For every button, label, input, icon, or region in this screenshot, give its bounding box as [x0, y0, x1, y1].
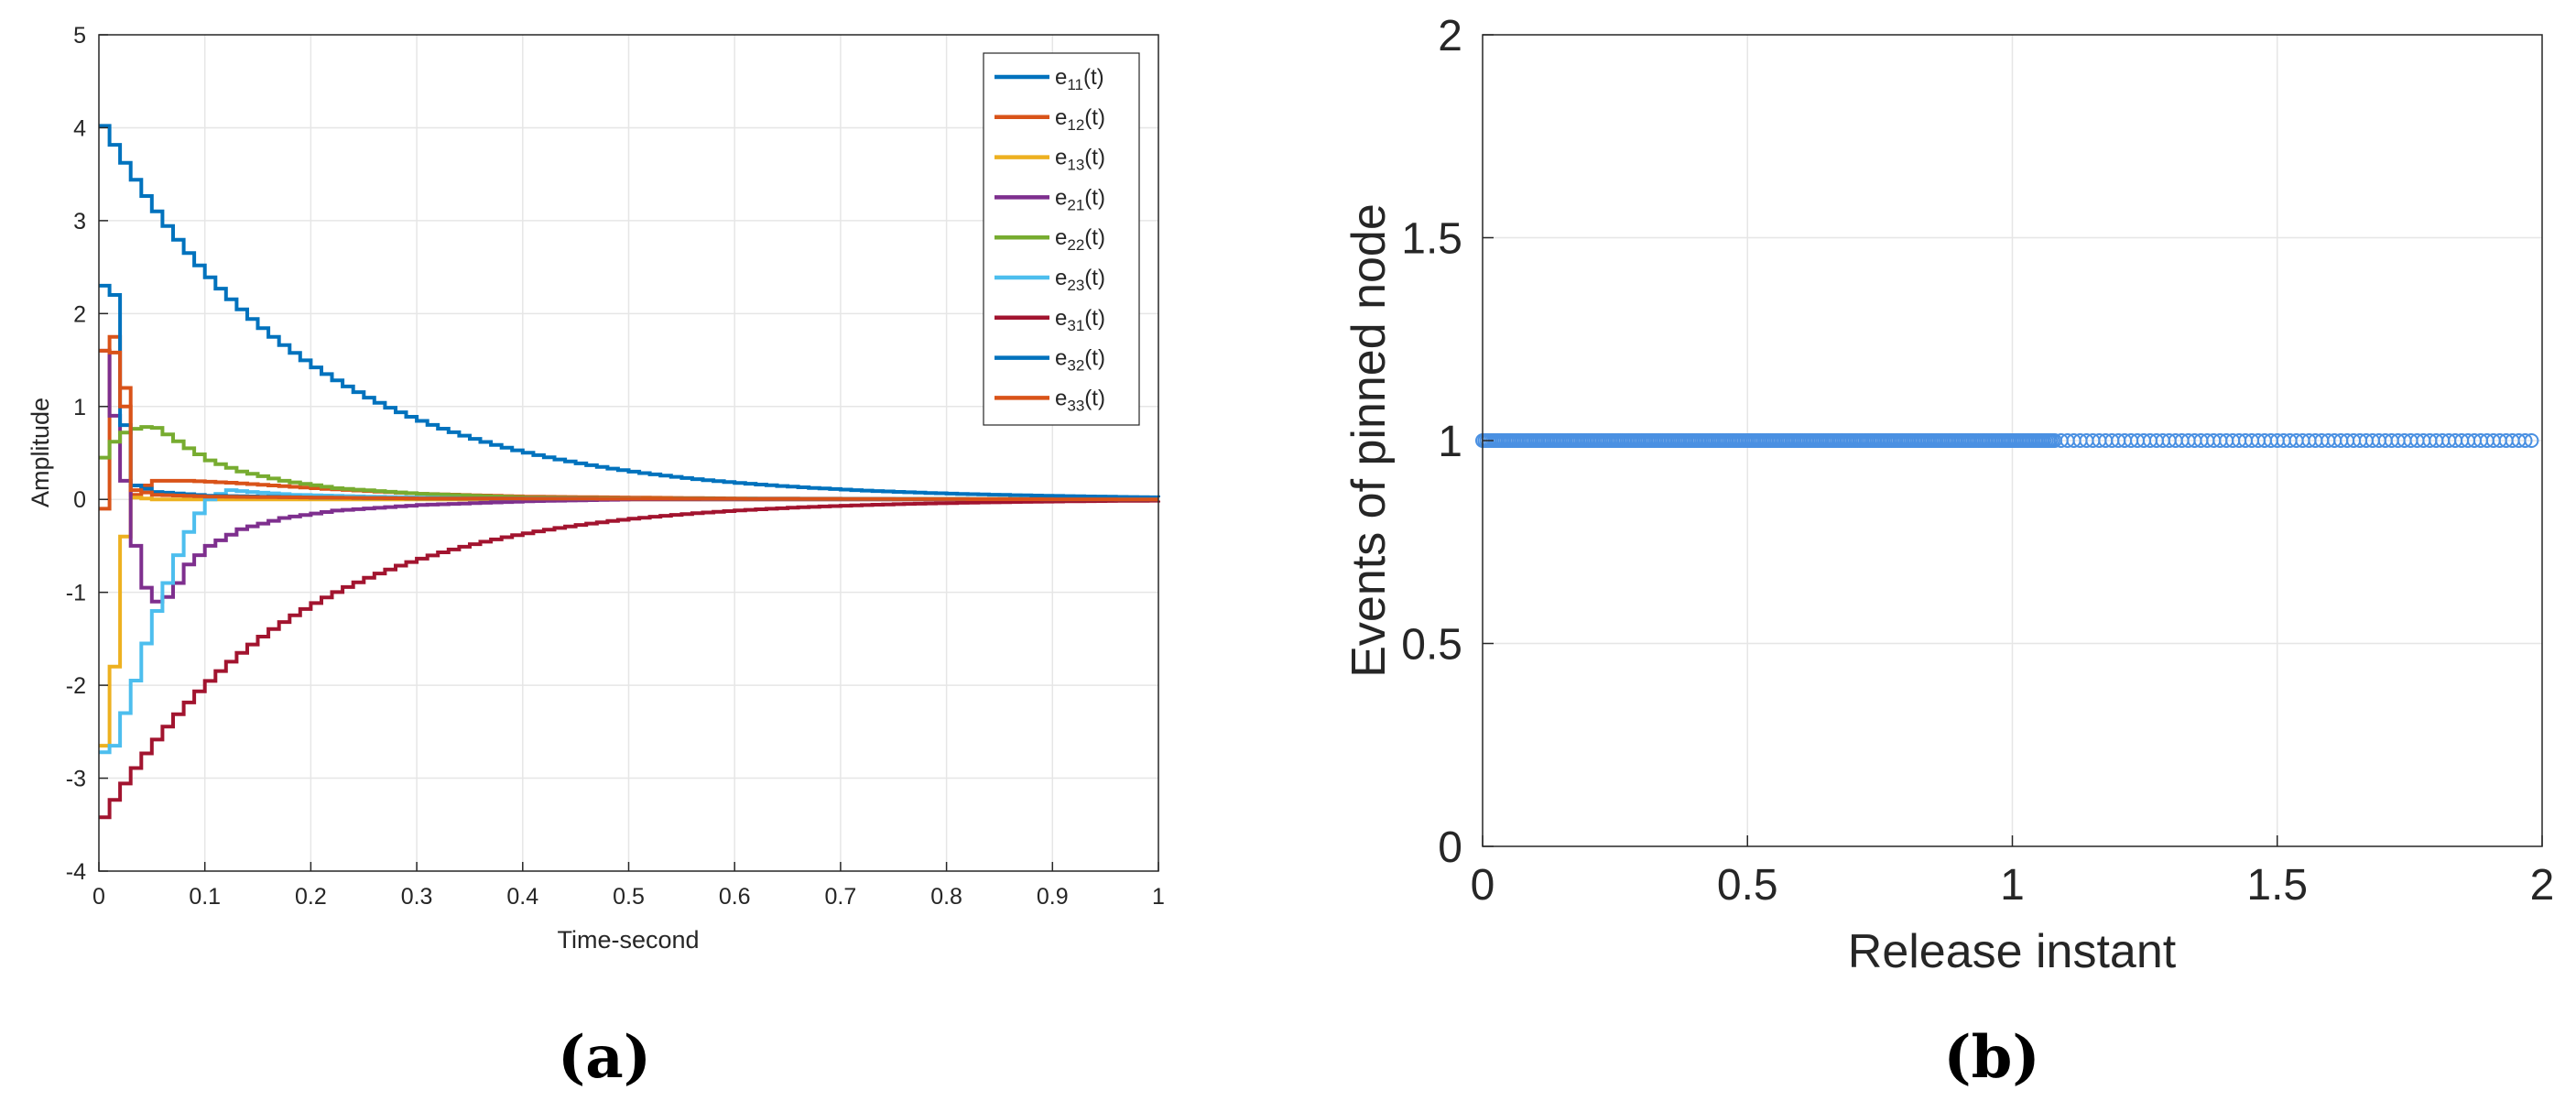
x-tick-label: 1 — [1152, 884, 1165, 910]
y-tick-label: -1 — [66, 581, 86, 606]
y-tick-label: 1.5 — [1401, 215, 1462, 264]
y-tick-label: -3 — [66, 767, 86, 792]
panel-a-sublabel: (a) — [558, 1023, 651, 1092]
x-tick-label: 0.7 — [825, 884, 857, 910]
legend-entry-e32: e32(t) — [1055, 346, 1105, 375]
y-tick-label: -2 — [66, 673, 86, 699]
x-tick-label: 0.3 — [401, 884, 433, 910]
y-tick-label: 0 — [1438, 823, 1462, 872]
panel-b-sublabel-close: ) — [2012, 1023, 2039, 1092]
legend-entry-e23: e23(t) — [1055, 266, 1105, 294]
series-line-e11 — [99, 124, 1160, 499]
scatter-point — [2524, 433, 2539, 448]
y-tick-label: 4 — [73, 115, 86, 141]
x-tick-label: 0.5 — [613, 884, 645, 910]
panel-b-y-label: Events of pinned node — [1342, 203, 1396, 678]
panel-a-x-ticks: 0 0.1 0.2 0.3 0.4 0.5 0.6 0.7 0.8 0.9 1 — [92, 862, 1165, 910]
x-tick-label: 0.6 — [719, 884, 751, 910]
scatter-point — [2517, 433, 2533, 448]
panel-a-sublabel-close: ) — [624, 1023, 651, 1092]
x-tick-label: 0.4 — [506, 884, 538, 910]
panel-b-points — [1475, 433, 2539, 448]
y-tick-label: 2 — [73, 301, 86, 327]
x-tick-label: 0.8 — [930, 884, 962, 910]
y-tick-label: 1 — [73, 395, 86, 420]
y-tick-label: 2 — [1438, 12, 1462, 60]
x-tick-label: 0.1 — [189, 884, 221, 910]
x-tick-label: 1 — [2000, 861, 2025, 910]
panel-a-line-chart: 0 0.1 0.2 0.3 0.4 0.5 0.6 0.7 0.8 0.9 1 -4 -3 -2 -1 0 1… — [27, 23, 1165, 1092]
series-line-e33 — [99, 348, 1158, 502]
y-tick-label: 1 — [1438, 418, 1462, 466]
panel-a-series — [99, 124, 1160, 820]
x-tick-label: 0.2 — [295, 884, 327, 910]
panel-a-y-label: Amplitude — [27, 398, 54, 507]
legend-entry-e12: e12(t) — [1055, 105, 1105, 134]
panel-a-y-ticks: -4 -3 -2 -1 0 1 2 3 4 5 — [66, 23, 108, 885]
panel-a-sublabel-open: ( — [558, 1023, 585, 1092]
y-tick-label: 0.5 — [1401, 621, 1462, 670]
panel-b-x-ticks: 0 0.5 1 1.5 2 — [1471, 835, 2555, 910]
x-tick-label: 0 — [1471, 861, 1495, 910]
x-tick-label: 2 — [2530, 861, 2555, 910]
legend-entry-e31: e31(t) — [1055, 306, 1105, 334]
panel-b-sublabel-open: ( — [1943, 1023, 1971, 1092]
panel-a-legend: e11(t) e12(t) e13(t) e21(t) e22(t) e23(t) e31(… — [983, 52, 1140, 426]
legend-entry-e13: e13(t) — [1055, 146, 1105, 174]
legend-entry-e11: e11(t) — [1055, 65, 1104, 93]
series-line-e31 — [99, 498, 1160, 820]
y-tick-label: -4 — [66, 859, 86, 885]
panel-b-y-ticks: 0 0.5 1 1.5 2 — [1401, 12, 1494, 872]
panel-b-x-label: Release instant — [1848, 925, 2177, 978]
panel-b-sublabel-letter: b — [1972, 1023, 2013, 1092]
x-tick-label: 0 — [92, 884, 105, 910]
y-tick-label: 0 — [73, 487, 86, 513]
y-tick-label: 5 — [73, 23, 86, 49]
panel-b-scatter-chart: 0 0.5 1 1.5 2 0 0.5 1 1.5 2 Release instant Even… — [1342, 12, 2554, 1092]
panel-a-sublabel-letter: a — [585, 1023, 623, 1092]
x-tick-label: 0.9 — [1037, 884, 1069, 910]
legend-entry-e22: e22(t) — [1055, 225, 1105, 254]
panel-a-x-label: Time-second — [557, 926, 699, 954]
panel-b-sublabel: (b) — [1943, 1023, 2039, 1092]
x-tick-label: 1.5 — [2246, 861, 2308, 910]
y-tick-label: 3 — [73, 209, 86, 234]
legend-entry-e33: e33(t) — [1055, 386, 1105, 414]
legend-entry-e21: e21(t) — [1055, 185, 1105, 213]
x-tick-label: 0.5 — [1717, 861, 1778, 910]
